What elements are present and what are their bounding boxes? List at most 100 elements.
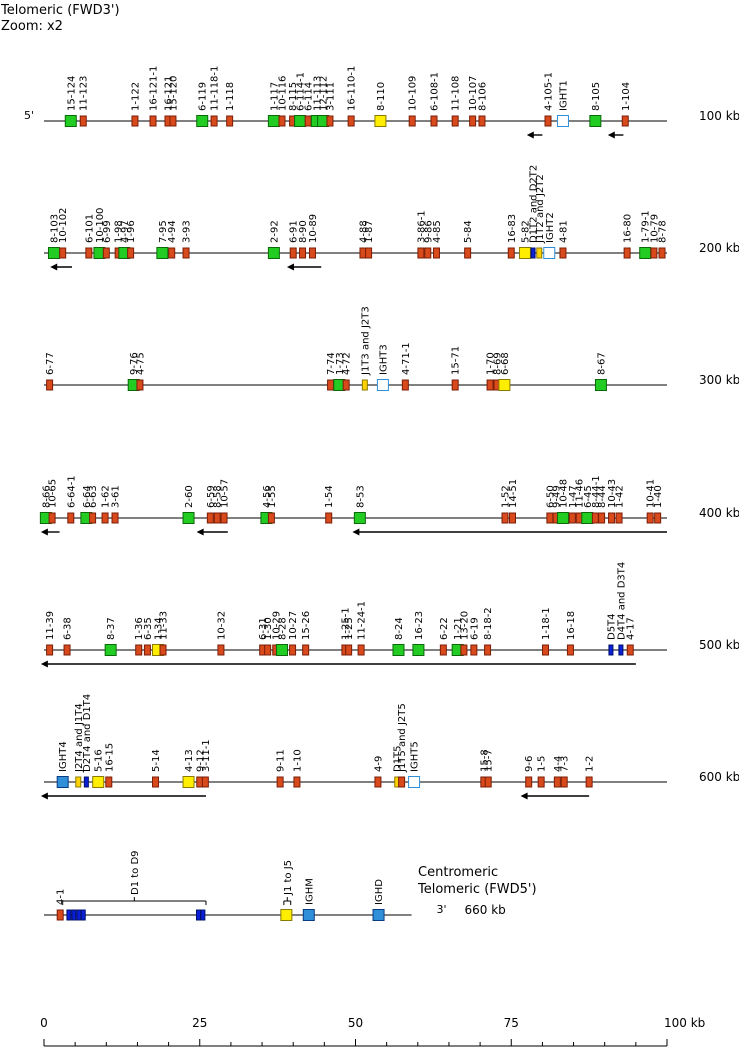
j-segment: [75, 776, 82, 788]
v-gene-segment: [201, 776, 209, 788]
gene-label: 10-109: [408, 76, 419, 111]
gene-label: 15-124: [66, 76, 77, 111]
v-gene-segment: [537, 776, 545, 788]
scale-tick-label: 100 kb: [664, 1016, 705, 1030]
j-segment: [536, 247, 543, 259]
v-gene-segment: [135, 644, 143, 656]
gene-label: 6-50: [545, 485, 556, 508]
v-gene-segment: [598, 512, 606, 524]
v-gene-segment: [432, 247, 440, 259]
gene-label: 1-62: [101, 485, 112, 508]
kb-label: 300 kb: [699, 373, 739, 387]
v-gene-segment: [365, 247, 373, 259]
v-gene-segment: [359, 247, 367, 259]
functional-v-gene: [639, 247, 652, 259]
d-segment: [196, 909, 202, 921]
functional-v-gene: [275, 644, 288, 656]
gene-label: 8-37: [106, 617, 117, 640]
gene-label: 15-7: [484, 749, 495, 772]
v-gene-segment: [56, 909, 64, 921]
v-gene-segment: [101, 512, 109, 524]
zoom-label: Zoom: x2: [1, 19, 63, 34]
v-gene-segment: [621, 115, 629, 127]
gene-label: 8-18-2: [483, 607, 494, 640]
gene-label: IGHT4: [58, 741, 69, 772]
v-gene-segment: [206, 512, 214, 524]
v-gene-segment: [111, 512, 119, 524]
gene-label: 10-116: [277, 76, 288, 111]
v-gene-segment: [63, 644, 71, 656]
direction-arrowhead: [40, 528, 48, 536]
gene-label: 7-74: [326, 352, 337, 375]
functional-v-gene: [294, 115, 307, 127]
gene-label: 1-52: [501, 485, 512, 508]
gene-label: 9-49: [552, 485, 563, 508]
gene-label: 11-108: [451, 76, 462, 111]
v-gene-segment: [469, 115, 477, 127]
v-gene-segment: [152, 776, 160, 788]
gene-label: 9-12: [195, 749, 206, 772]
v-gene-segment: [374, 776, 382, 788]
gene-label: 16-121: [163, 76, 174, 111]
constant-gene: [372, 909, 385, 921]
v-gene-segment: [278, 115, 286, 127]
d-segment: [530, 247, 536, 259]
gene-label: IGHT1: [558, 80, 569, 111]
gene-label: 1-87: [364, 220, 375, 243]
gene-label: 1-54: [324, 485, 335, 508]
v-gene-segment: [105, 776, 113, 788]
v-gene-segment: [501, 512, 509, 524]
gene-label: 10-57: [220, 479, 231, 508]
gene-label: 16-110-1: [347, 66, 358, 111]
v-gene-segment: [48, 512, 56, 524]
gene-label: 4-17: [626, 617, 637, 640]
gene-label: 4-56: [262, 485, 273, 508]
functional-v-gene: [594, 379, 607, 391]
v-gene-segment: [267, 512, 275, 524]
kb-label: 100 kb: [699, 109, 739, 123]
gene-label: 1-25-1: [340, 607, 351, 640]
gene-label: 6-114-1: [296, 72, 307, 111]
gene-label: 1-104: [621, 82, 632, 111]
gene-label: 9-6: [524, 756, 535, 772]
functional-v-gene: [182, 512, 195, 524]
gene-label: 4-72: [342, 352, 353, 375]
d-segment: [83, 776, 89, 788]
gene-label: 1-79-1: [641, 210, 652, 243]
v-gene-segment: [646, 512, 654, 524]
end-3-label: 3': [436, 903, 446, 916]
v-gene-segment: [451, 115, 459, 127]
gene-label: 6-59: [206, 485, 217, 508]
v-gene-segment: [220, 512, 228, 524]
v-gene-segment: [264, 644, 272, 656]
kb-label: 660 kb: [465, 903, 506, 917]
gene-label: 6-22: [439, 617, 450, 640]
v-gene-segment: [615, 512, 623, 524]
gene-label: 16-18: [566, 611, 577, 640]
v-gene-segment: [424, 247, 432, 259]
gene-label: 1-73: [335, 352, 346, 375]
gene-label: 13-20: [459, 611, 470, 640]
gene-label: 1-25: [344, 617, 355, 640]
gene-label: 16-80: [623, 214, 634, 243]
functional-v-gene: [64, 115, 77, 127]
v-gene-segment: [127, 247, 135, 259]
gene-label: 4-13: [184, 749, 195, 772]
open-reading-frame-gene: [280, 909, 293, 921]
gene-label: J1T2 and J2T2: [535, 174, 546, 244]
gene-label: 1-36: [134, 617, 145, 640]
d-segment: [200, 909, 206, 921]
v-gene-segment: [210, 115, 218, 127]
v-gene-segment: [342, 379, 350, 391]
gene-label: 11-123: [79, 76, 90, 111]
v-gene-segment: [658, 247, 666, 259]
gene-label: IGHD: [374, 879, 385, 905]
gene-label: 14-51: [508, 479, 519, 508]
open-reading-frame-gene: [92, 776, 105, 788]
gene-label: 1-42: [615, 485, 626, 508]
d-segment: [71, 909, 77, 921]
kb-label: 600 kb: [699, 770, 739, 784]
gene-label: 1-21: [453, 617, 464, 640]
pseudo-constant-gene: [556, 115, 569, 127]
